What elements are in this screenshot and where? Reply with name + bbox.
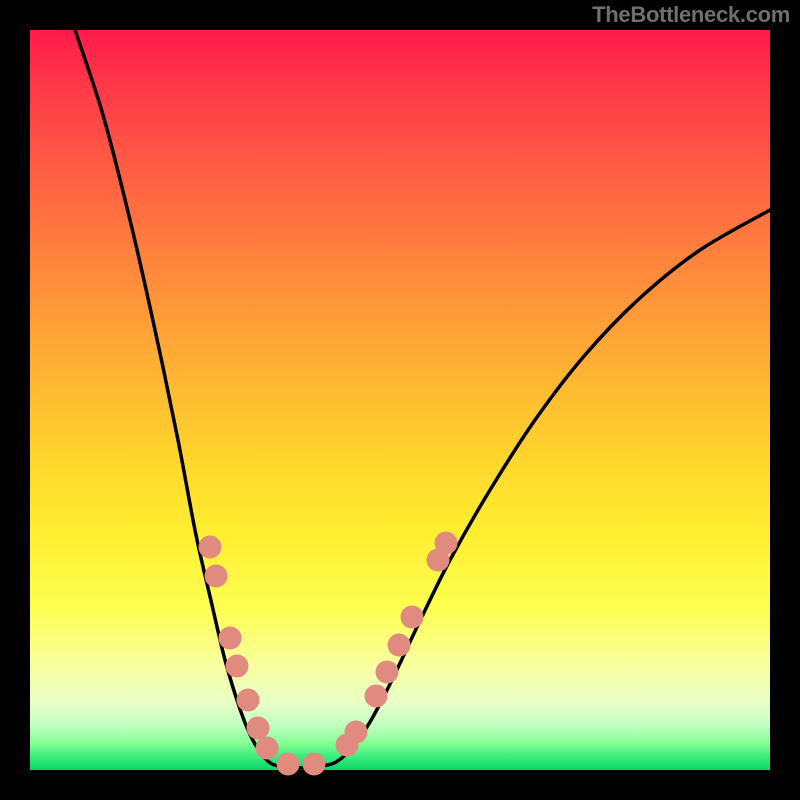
data-marker bbox=[303, 753, 326, 776]
watermark-text: TheBottleneck.com bbox=[592, 2, 790, 28]
data-marker bbox=[237, 689, 260, 712]
data-marker bbox=[345, 721, 368, 744]
data-marker bbox=[256, 737, 279, 760]
data-marker bbox=[376, 661, 399, 684]
data-marker bbox=[219, 627, 242, 650]
data-marker bbox=[226, 655, 249, 678]
data-marker bbox=[435, 532, 458, 555]
chart-root: TheBottleneck.com bbox=[0, 0, 800, 800]
data-marker bbox=[365, 685, 388, 708]
data-marker bbox=[277, 753, 300, 776]
data-marker bbox=[401, 606, 424, 629]
data-marker bbox=[199, 536, 222, 559]
plot-area bbox=[30, 30, 770, 770]
data-marker bbox=[388, 634, 411, 657]
data-marker bbox=[205, 565, 228, 588]
